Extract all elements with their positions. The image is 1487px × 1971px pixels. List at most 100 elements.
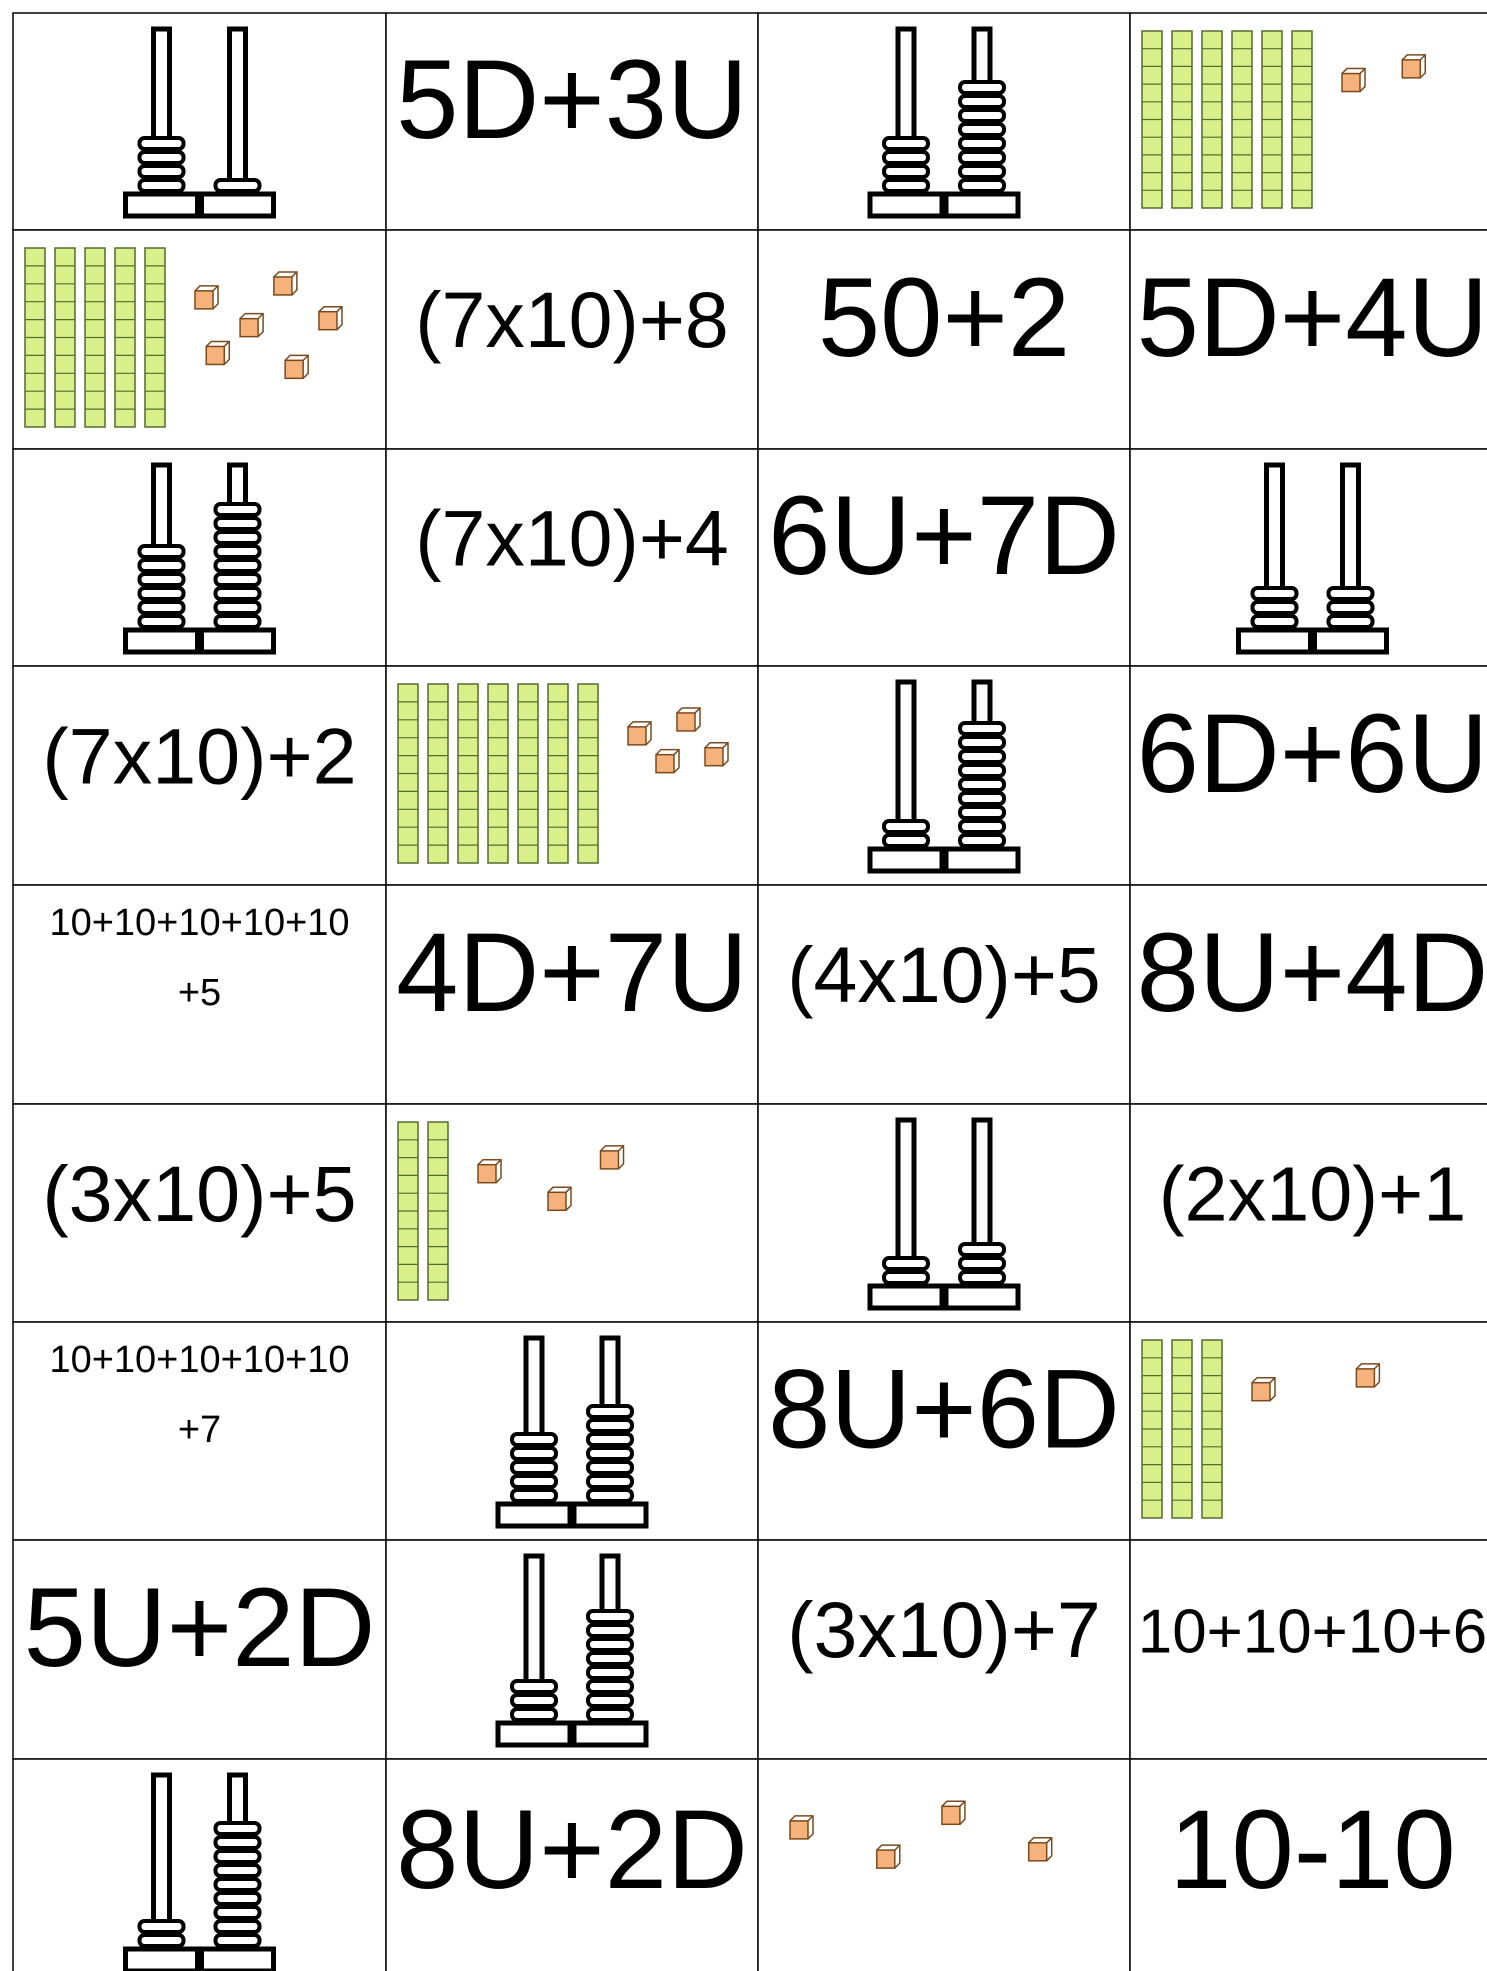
ten-rods	[397, 1121, 449, 1301]
card-border	[385, 448, 759, 667]
cube-top	[1401, 54, 1427, 79]
abacus-base	[1236, 627, 1313, 655]
bead	[1250, 600, 1299, 615]
card-text: 5D+4U	[1137, 255, 1487, 380]
bead	[958, 80, 1006, 95]
abacus-base	[1312, 627, 1389, 655]
card: (2x10)+1	[1129, 1103, 1487, 1323]
bead	[137, 1933, 186, 1948]
bead	[213, 516, 262, 531]
abacus-base	[199, 191, 276, 219]
cube-top	[205, 340, 231, 365]
card-border	[12, 1321, 387, 1541]
card: (3x10)+7	[757, 1539, 1131, 1760]
card-border	[12, 1539, 387, 1760]
unit-cube	[273, 276, 293, 296]
bead	[137, 150, 186, 165]
unit-cube	[477, 1163, 497, 1184]
bead	[137, 1919, 186, 1934]
bead	[213, 502, 262, 517]
card-text: 10-10	[1169, 1787, 1455, 1912]
cube-top	[318, 305, 343, 331]
card-text: (7x10)+2	[42, 711, 356, 800]
abacus-rod	[151, 1772, 172, 1952]
abacus-beads	[958, 80, 1006, 193]
bead	[882, 1256, 930, 1271]
cube-top	[627, 721, 652, 746]
bead	[882, 1270, 930, 1285]
bead	[882, 178, 930, 193]
bead	[958, 178, 1006, 193]
card	[757, 12, 1131, 231]
bead	[137, 544, 186, 559]
abacus-base	[867, 1283, 945, 1311]
bead	[958, 721, 1006, 736]
abacus-beads	[882, 136, 930, 193]
cube-top	[676, 707, 701, 732]
card: 5D+4U	[1129, 229, 1487, 450]
bead	[586, 1651, 634, 1666]
cube-top	[1355, 1363, 1381, 1388]
cube-top	[1028, 1837, 1053, 1862]
card-text: (3x10)+7	[787, 1586, 1101, 1674]
unit-cube	[1251, 1381, 1271, 1402]
card: 5D+3U	[385, 12, 759, 231]
card-text: 6D+6U	[1137, 691, 1487, 816]
card	[12, 1758, 387, 1971]
bead	[958, 763, 1006, 778]
bead	[586, 1432, 634, 1447]
card-text: (7x10)+4	[415, 494, 729, 582]
bead	[213, 1905, 262, 1920]
card	[757, 665, 1131, 886]
card: (3x10)+5	[12, 1103, 387, 1323]
abacus-base	[123, 191, 200, 219]
bead	[1250, 586, 1299, 601]
card-text-line: 10+10+10+10+10	[49, 1339, 349, 1381]
abacus-beads	[213, 178, 262, 193]
abacus-base	[943, 846, 1021, 874]
card: 10-10	[1129, 1758, 1487, 1971]
unit-cube	[676, 712, 696, 732]
unit-cube	[239, 317, 259, 338]
abacus-beads	[882, 819, 930, 848]
bead	[958, 122, 1006, 137]
bead	[586, 1693, 634, 1708]
unit-cubes	[627, 707, 729, 774]
bead	[213, 544, 262, 559]
unit-cube	[789, 1820, 809, 1840]
abacus-base	[943, 191, 1021, 219]
unit-cube	[941, 1805, 961, 1826]
unit-cube	[1027, 1842, 1048, 1862]
bead	[510, 1679, 558, 1694]
abacus-rod	[227, 26, 248, 197]
abacus-base	[867, 846, 945, 874]
bead	[213, 600, 262, 615]
card	[1129, 1321, 1487, 1541]
cube-top	[273, 271, 298, 296]
abacus-beads	[213, 502, 262, 629]
card-border	[1129, 665, 1487, 886]
cube-top	[1341, 67, 1366, 93]
card: (7x10)+2	[12, 665, 387, 886]
bead	[586, 1460, 634, 1475]
card: 4D+7U	[385, 884, 759, 1105]
unit-cubes	[1341, 54, 1427, 93]
bead	[213, 1863, 262, 1878]
cube-top	[194, 285, 219, 310]
cube-top	[599, 1145, 625, 1170]
bead	[510, 1488, 558, 1503]
bead	[510, 1446, 558, 1461]
card-border	[1129, 1103, 1487, 1323]
abacus-base	[123, 1946, 200, 1971]
card-border	[12, 1103, 387, 1323]
abacus-beads	[1326, 586, 1375, 629]
unit-cube	[547, 1191, 567, 1212]
abacus-base	[199, 1946, 276, 1971]
unit-cubes	[1251, 1363, 1381, 1402]
abacus-base	[571, 1501, 649, 1529]
card-border	[385, 1758, 759, 1971]
bead	[586, 1623, 634, 1638]
card-text: 8U+6D	[768, 1346, 1120, 1471]
abacus-base	[495, 1720, 573, 1748]
ten-rods	[397, 683, 599, 864]
